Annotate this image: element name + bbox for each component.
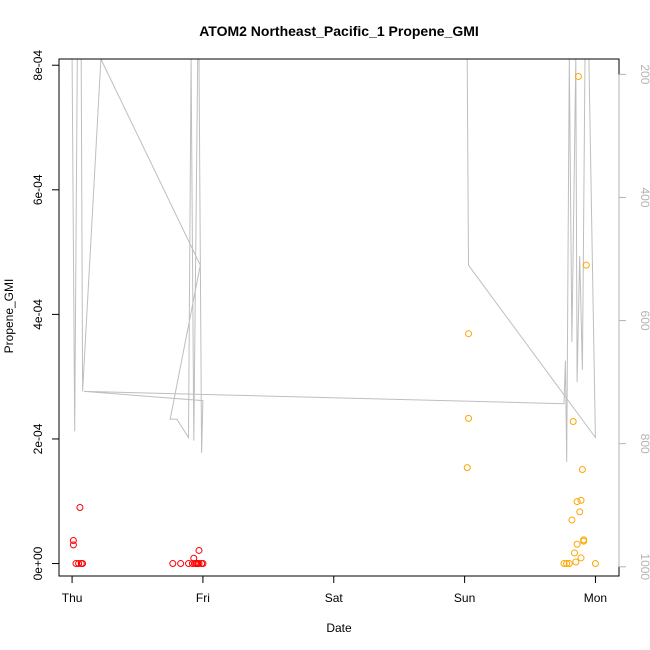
data-point [577,554,585,562]
y2-tick-label: 800 [638,434,650,454]
data-point [79,560,87,568]
data-point [576,508,584,516]
data-point [565,560,573,568]
data-point [580,537,588,545]
x-axis-label: Date [326,621,352,635]
data-point [571,549,579,557]
y2-tick-label: 200 [638,64,650,84]
data-point [177,560,185,568]
data-point [563,560,571,568]
data-point [69,536,77,544]
data-point [69,541,77,549]
data-point [578,465,586,473]
x-tick-label: Fri [196,591,210,605]
y-tick-label: 6e-04 [31,174,45,205]
x-tick-label: Mon [584,591,607,605]
data-point [169,560,177,568]
y-tick-label: 4e-04 [31,299,45,330]
x-tick-label: Sun [454,591,475,605]
y2-tick-label: 400 [638,187,650,207]
data-point [577,496,585,504]
y-axis-label: Propene_GMI [2,279,16,354]
data-point [199,560,207,568]
data-point [574,72,582,80]
data-point [591,560,599,568]
y-tick-label: 8e-04 [31,50,45,81]
x-tick-label: Sat [325,591,344,605]
data-point [569,418,577,426]
data-point [195,560,203,568]
data-point [573,540,581,548]
y-tick-label: 0e+00 [31,546,45,580]
data-point [465,414,473,422]
y2-tick-label: 1000 [638,553,650,580]
data-point [560,560,568,568]
data-point [582,261,590,269]
y-tick-label: 2e-04 [31,423,45,454]
data-point [185,560,193,568]
data-point [75,560,83,568]
chart-title: ATOM2 Northeast_Pacific_1 Propene_GMI [199,23,479,39]
data-point [573,498,581,506]
data-point [195,546,203,554]
x-tick-label: Thu [62,591,83,605]
data-point [463,464,471,472]
data-point [72,560,80,568]
data-point [568,516,576,524]
data-point [572,558,580,566]
data-point [76,503,84,511]
data-point [465,330,473,338]
y2-tick-label: 600 [638,311,650,331]
